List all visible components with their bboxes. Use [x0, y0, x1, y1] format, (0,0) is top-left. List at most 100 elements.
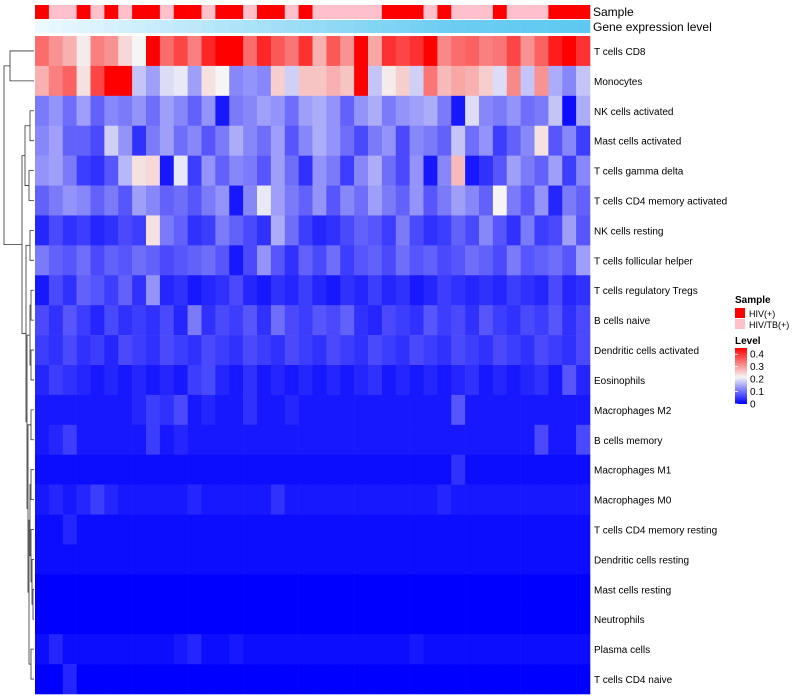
heatmap-cell: [146, 604, 161, 635]
heatmap-cell: [534, 95, 549, 127]
heatmap-cell: [409, 275, 424, 306]
heatmap-cell: [520, 544, 535, 575]
heatmap-cell: [284, 305, 299, 336]
row-label: T cells CD4 memory resting: [594, 526, 717, 537]
sample-annotation-cell: [104, 5, 119, 19]
heatmap-cell: [159, 65, 175, 97]
heatmap-cell: [159, 424, 175, 456]
heatmap-cell: [284, 394, 299, 426]
sample-annotation-cell: [146, 5, 161, 19]
heatmap-cell: [298, 36, 313, 67]
heatmap-cell: [229, 574, 244, 605]
heatmap-cell: [437, 604, 452, 635]
heatmap-cell: [90, 634, 105, 665]
heatmap-cell: [48, 544, 64, 575]
heatmap-cell: [270, 574, 286, 605]
heatmap-cell: [506, 365, 521, 396]
heatmap-cell: [479, 484, 494, 515]
heatmap-cell: [118, 95, 133, 127]
heatmap-cell: [284, 514, 299, 545]
heatmap-cell: [340, 125, 355, 156]
heatmap-cell: [62, 634, 77, 665]
heatmap-cell: [520, 365, 535, 396]
heatmap-cell: [229, 544, 244, 575]
heatmap-cell: [423, 335, 438, 366]
heatmap-cell: [465, 95, 480, 127]
expression-level-cell: [243, 20, 258, 33]
heatmap-cell: [298, 125, 313, 156]
heatmap-cell: [479, 335, 494, 366]
heatmap-cell: [201, 424, 216, 456]
heatmap-cell: [159, 574, 175, 605]
heatmap-cell: [243, 275, 258, 306]
heatmap-cell: [132, 394, 147, 426]
heatmap-cell: [48, 394, 64, 426]
heatmap-cell: [187, 664, 202, 695]
heatmap-cell: [395, 125, 410, 156]
heatmap-cell: [118, 424, 133, 456]
heatmap-cell: [437, 275, 452, 306]
heatmap-cell: [90, 215, 105, 246]
heatmap-cell: [368, 215, 383, 246]
heatmap-cell: [48, 424, 64, 456]
heatmap-cell: [326, 275, 341, 306]
heatmap-cell: [368, 365, 383, 396]
heatmap-cell: [159, 335, 175, 366]
heatmap-cell: [381, 95, 397, 127]
sample-annotation-cell: [465, 5, 480, 19]
legend-label-hiv: HIV(+): [749, 309, 775, 319]
heatmap-cell: [492, 394, 508, 426]
heatmap-cell: [506, 275, 521, 306]
expression-level-cell: [201, 20, 216, 33]
expression-level-cell: [423, 20, 438, 33]
heatmap-cell: [298, 155, 313, 186]
expression-level-cell: [506, 20, 521, 33]
heatmap-cell: [187, 574, 202, 605]
heatmap-cell: [576, 305, 591, 336]
heatmap-cell: [520, 215, 535, 246]
heatmap-cell: [381, 365, 397, 396]
heatmap-cell: [451, 215, 466, 246]
heatmap-cell: [284, 365, 299, 396]
heatmap-cell: [409, 305, 424, 336]
heatmap-cell: [215, 305, 230, 336]
heatmap-cell: [229, 394, 244, 426]
heatmap-cell: [312, 125, 327, 156]
heatmap-cell: [201, 215, 216, 246]
heatmap-cell: [146, 275, 161, 306]
heatmap-cell: [576, 394, 591, 426]
heatmap-cell: [187, 185, 202, 216]
heatmap-cell: [465, 185, 480, 216]
heatmap-cell: [312, 394, 327, 426]
heatmap-cell: [76, 65, 91, 97]
heatmap-cell: [520, 245, 535, 276]
heatmap-cell: [423, 125, 438, 156]
heatmap-cell: [298, 365, 313, 396]
heatmap-cell: [548, 305, 563, 336]
heatmap-cell: [229, 125, 244, 156]
heatmap-cell: [257, 155, 272, 186]
heatmap-cell: [312, 95, 327, 127]
sample-legend: Sample HIV(+) HIV/TB(+): [735, 295, 789, 330]
heatmap-cell: [381, 335, 397, 366]
heatmap-cell: [48, 305, 64, 336]
heatmap-cell: [354, 664, 369, 695]
heatmap-cell: [90, 544, 105, 575]
heatmap-cell: [340, 185, 355, 216]
heatmap-cell: [354, 155, 369, 186]
heatmap-cell: [340, 305, 355, 336]
heatmap-cell: [534, 305, 549, 336]
heatmap-cell: [62, 185, 77, 216]
heatmap-cell: [368, 125, 383, 156]
heatmap-cell: [354, 394, 369, 426]
heatmap-cell: [90, 365, 105, 396]
heatmap-cell: [76, 574, 91, 605]
heatmap-cell: [270, 394, 286, 426]
sample-annotation-cell: [257, 5, 272, 19]
heatmap-cell: [465, 155, 480, 186]
heatmap-cell: [76, 454, 91, 485]
gene-expression-track-label: Gene expression level: [593, 20, 712, 34]
heatmap-cell: [437, 514, 452, 545]
heatmap-cell: [257, 634, 272, 665]
heatmap-cell: [312, 155, 327, 186]
